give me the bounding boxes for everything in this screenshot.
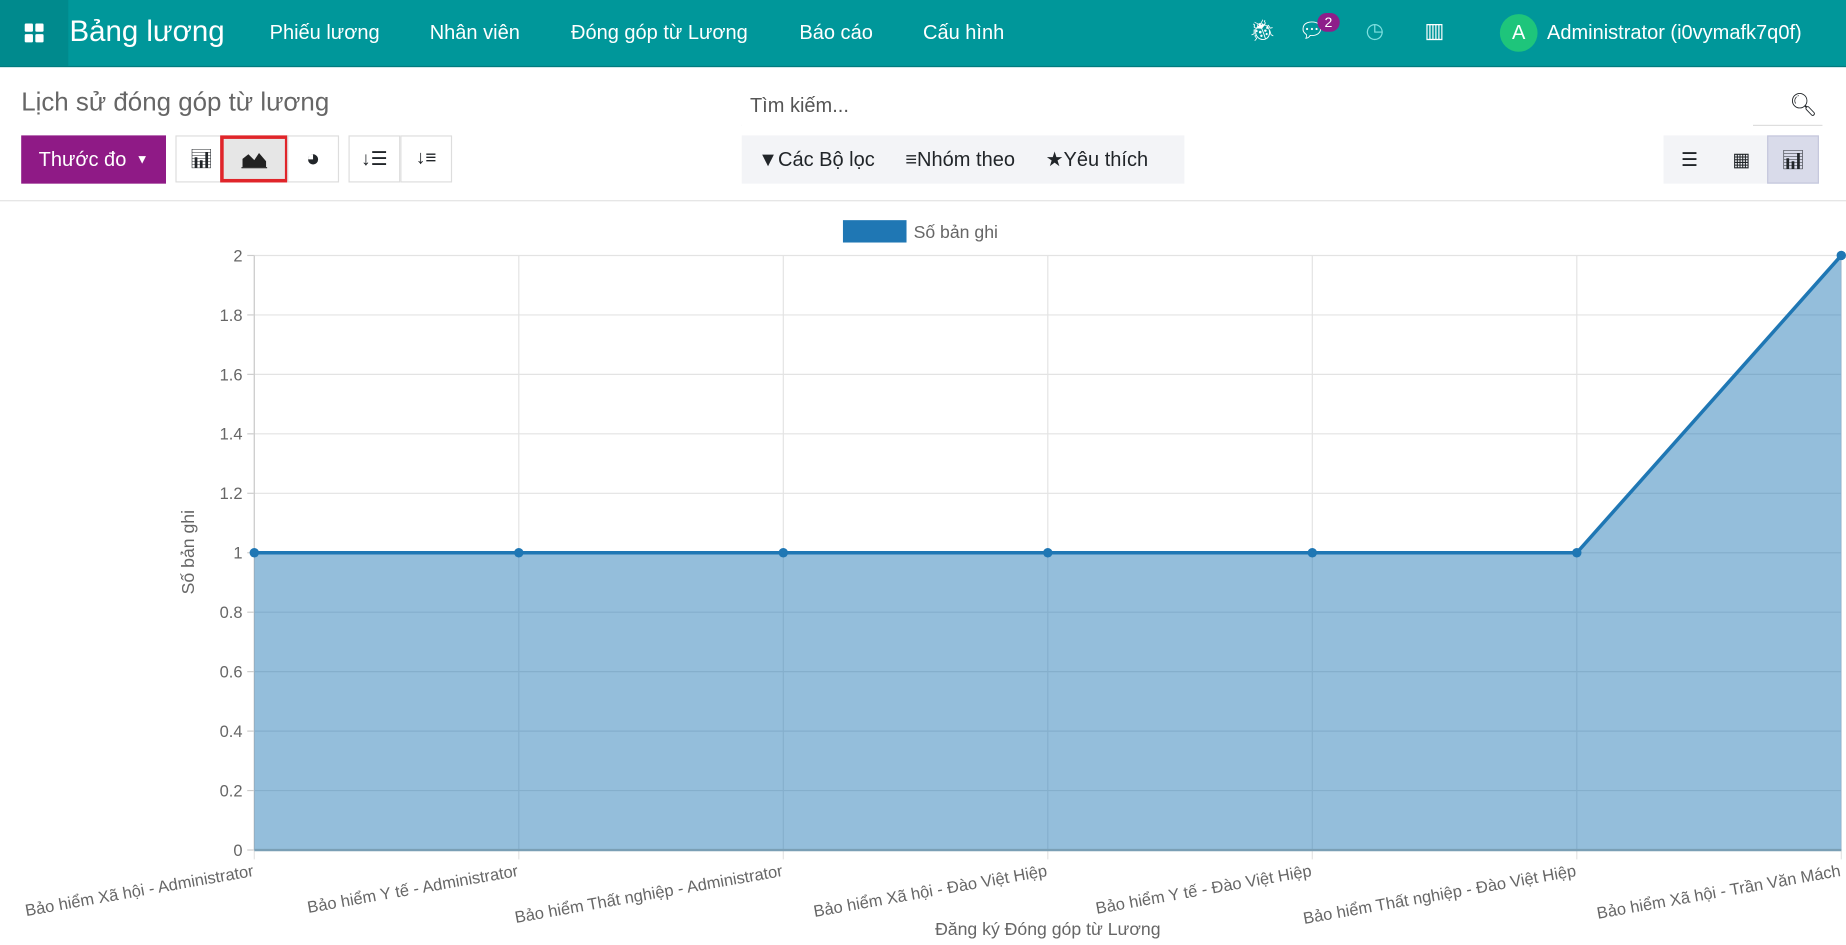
filter-icon: ▼ (758, 147, 778, 171)
view-switcher: ☰ ▦ 📊︎ (1663, 135, 1819, 184)
search-options: ▼Các Bộ lọc ≡Nhóm theo ★Yêu thích (741, 135, 1185, 184)
divider (0, 200, 1846, 202)
clock-icon[interactable]: ◷ (1365, 18, 1385, 43)
x-tick-label: Bảo hiểm Xã hội - Trần Văn Mách (1595, 862, 1842, 923)
menu-employees[interactable]: Nhân viên (429, 21, 520, 44)
list-icon: ≡ (905, 147, 918, 171)
search-input[interactable] (741, 84, 1753, 128)
y-tick-label: 0.6 (220, 664, 243, 682)
y-tick-label: 0.2 (220, 782, 243, 800)
y-tick-label: 0 (233, 842, 242, 860)
bug-icon[interactable]: 🐞︎ (1249, 18, 1277, 43)
bar-chart-icon: 📊︎ (1781, 150, 1805, 171)
data-point (1307, 548, 1318, 558)
pie-chart-icon: ◕ (306, 145, 321, 172)
menu-contributions[interactable]: Đóng góp từ Lương (570, 21, 748, 44)
user-menu[interactable]: Administrator (i0vymafk7q0f) (1546, 21, 1802, 44)
sort-descending-button[interactable]: ↓☰ (348, 135, 401, 183)
y-tick-label: 1 (233, 545, 242, 563)
x-tick-label: Bảo hiểm Thất nghiệp - Administrator (513, 862, 784, 927)
y-tick-label: 1.8 (220, 307, 243, 325)
list-view-button[interactable]: ☰ (1664, 135, 1716, 183)
y-tick-label: 1.4 (220, 426, 243, 444)
data-point (778, 548, 789, 558)
menu-reports[interactable]: Báo cáo (799, 21, 873, 44)
y-tick-label: 0.8 (220, 604, 243, 622)
favorites-label: Yêu thích (1063, 147, 1149, 171)
sort-ascending-icon: ↓≡ (415, 148, 437, 169)
data-point (1572, 548, 1582, 558)
caret-down-icon: ▼ (135, 152, 149, 167)
page-title: Lịch sử đóng góp từ lương (21, 87, 330, 117)
pivot-view-button[interactable]: ▦ (1715, 135, 1767, 183)
y-tick-label: 1.6 (220, 366, 243, 384)
legend-swatch (842, 220, 907, 243)
x-tick-label: Bảo hiểm Y tế - Administrator (306, 862, 520, 917)
groupby-button[interactable]: ≡Nhóm theo (905, 148, 1015, 172)
x-tick-label: Bảo hiểm Thất nghiệp - Đào Việt Hiệp (1302, 862, 1578, 928)
y-tick-label: 0.4 (220, 723, 243, 741)
avatar[interactable]: A (1499, 14, 1538, 52)
grid-icon (24, 23, 44, 43)
pie-chart-button[interactable]: ◕ (287, 135, 340, 183)
measure-label: Thước đo (38, 147, 127, 171)
message-count-badge: 2 (1317, 12, 1340, 32)
star-icon: ★ (1045, 147, 1064, 171)
area-chart-button[interactable] (220, 135, 289, 183)
favorites-button[interactable]: ★Yêu thích (1046, 148, 1149, 172)
sort-descending-icon: ↓☰ (361, 149, 388, 170)
area-chart: 0 0.2 0.4 0.6 0.8 1 1.2 1.4 1.6 1.8 2 Bảo hiểm Xã h… (24, 220, 1846, 939)
search-icon[interactable]: 🔍︎ (1789, 93, 1818, 118)
building-icon[interactable]: ▥ (1424, 18, 1445, 43)
sort-ascending-button[interactable]: ↓≡ (400, 135, 453, 183)
x-axis-label: Đăng ký Đóng góp từ Lương (935, 919, 1160, 939)
search-bar: 🔍︎ (741, 84, 1823, 128)
apps-menu-button[interactable] (0, 0, 69, 66)
legend-label: Số bản ghi (914, 222, 998, 242)
y-tick-label: 1.2 (220, 485, 243, 503)
table-icon: ▦ (1732, 150, 1751, 171)
list-icon: ☰ (1680, 150, 1698, 171)
area-chart-icon (241, 153, 268, 169)
menu-configuration[interactable]: Cấu hình (923, 21, 1005, 44)
groupby-label: Nhóm theo (917, 147, 1015, 171)
navbar: Bảng lương Phiếu lương Nhân viên Đóng gó… (0, 0, 1846, 68)
app-brand[interactable]: Bảng lương (69, 15, 225, 49)
filters-button[interactable]: ▼Các Bộ lọc (758, 148, 875, 172)
filters-label: Các Bộ lọc (777, 147, 875, 171)
data-point (514, 548, 524, 558)
x-tick-label: Bảo hiểm Xã hội - Administrator (24, 862, 256, 920)
menu-payslips[interactable]: Phiếu lương (269, 21, 380, 44)
y-tick-label: 2 (233, 247, 242, 265)
measure-dropdown-button[interactable]: Thước đo ▼ (21, 135, 166, 184)
graph-view-button[interactable]: 📊︎ (1767, 135, 1819, 184)
x-tick-label: Bảo hiểm Y tế - Đào Việt Hiệp (1094, 862, 1313, 918)
data-point (249, 548, 260, 558)
x-tick-label: Bảo hiểm Xã hội - Đào Việt Hiệp (812, 862, 1048, 921)
y-axis-label: Số bản ghi (178, 510, 198, 594)
data-point (1836, 250, 1846, 261)
data-point (1043, 548, 1053, 558)
bar-chart-icon: 📊︎ (189, 149, 214, 170)
